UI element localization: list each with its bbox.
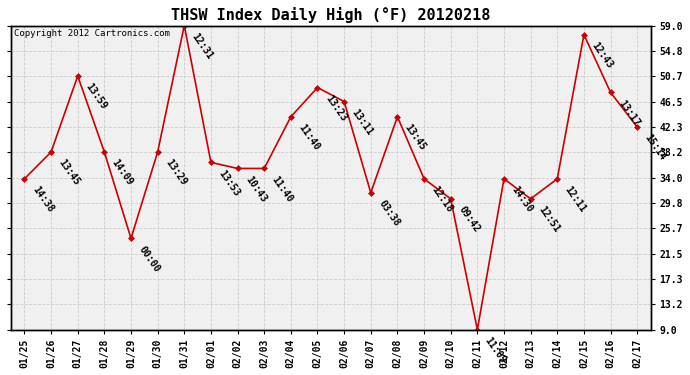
Text: 03:38: 03:38	[376, 198, 402, 228]
Text: 10:43: 10:43	[243, 174, 268, 204]
Text: 14:38: 14:38	[30, 184, 55, 214]
Text: 13:11: 13:11	[350, 107, 375, 137]
Title: THSW Index Daily High (°F) 20120218: THSW Index Daily High (°F) 20120218	[171, 7, 491, 23]
Text: 12:18: 12:18	[430, 184, 455, 214]
Text: 13:53: 13:53	[217, 168, 241, 198]
Text: 12:51: 12:51	[536, 204, 561, 234]
Text: 14:30: 14:30	[509, 184, 535, 214]
Text: 15:14: 15:14	[643, 133, 668, 162]
Text: 11:40: 11:40	[270, 174, 295, 204]
Text: 13:59: 13:59	[83, 81, 108, 111]
Text: 12:11: 12:11	[563, 184, 588, 214]
Text: 13:23: 13:23	[323, 93, 348, 123]
Text: 12:31: 12:31	[190, 31, 215, 61]
Text: 13:17: 13:17	[616, 98, 641, 128]
Text: 12:43: 12:43	[589, 40, 615, 70]
Text: 11:09: 11:09	[483, 335, 508, 365]
Text: 11:40: 11:40	[297, 122, 322, 152]
Text: 00:00: 00:00	[137, 244, 161, 274]
Text: 13:45: 13:45	[403, 122, 428, 152]
Text: 14:09: 14:09	[110, 158, 135, 188]
Text: Copyright 2012 Cartronics.com: Copyright 2012 Cartronics.com	[14, 28, 170, 38]
Text: 13:29: 13:29	[164, 158, 188, 188]
Text: 09:42: 09:42	[456, 204, 482, 234]
Text: 13:45: 13:45	[57, 158, 81, 188]
